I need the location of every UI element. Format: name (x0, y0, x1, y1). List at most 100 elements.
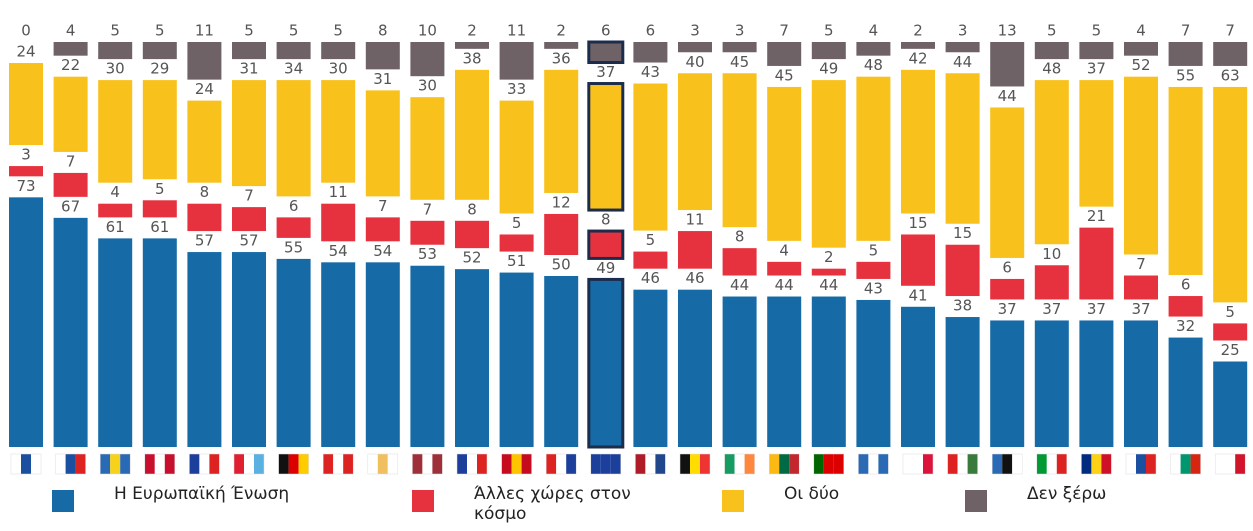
value-label: 34 (284, 60, 303, 78)
bar-segment (678, 42, 712, 53)
bar-segment (187, 42, 222, 80)
bar-segment (945, 73, 980, 224)
flag (377, 454, 388, 474)
flag (878, 454, 889, 474)
flag (813, 454, 824, 474)
flag (1036, 454, 1047, 474)
flag-border (947, 453, 978, 475)
flag (967, 454, 978, 474)
value-label: 4 (1136, 22, 1146, 40)
value-label: 8 (200, 183, 210, 201)
flag-border (590, 453, 622, 475)
legend-label: Η Ευρωπαϊκή Ένωση (114, 484, 290, 504)
value-label: 61 (106, 218, 125, 236)
bar-segment (321, 203, 356, 242)
bar-segment (1034, 80, 1069, 245)
bar-segment (767, 86, 802, 241)
value-label: 43 (864, 279, 883, 297)
flag (724, 454, 735, 474)
flag (858, 454, 869, 474)
value-label: 7 (1181, 22, 1191, 40)
value-label: 57 (239, 232, 258, 250)
value-label: 4 (110, 183, 120, 201)
flag (288, 454, 299, 474)
value-label: 11 (195, 22, 214, 40)
value-label: 15 (953, 224, 972, 242)
value-label: 6 (289, 197, 299, 215)
bar-segment (232, 80, 266, 187)
value-label: 3 (690, 22, 700, 40)
bar-segment (1168, 42, 1203, 66)
flag (1056, 454, 1067, 474)
bar-segment (321, 80, 356, 183)
flag-border (635, 453, 666, 475)
bar-segment (232, 42, 266, 60)
bar-segment (410, 42, 445, 77)
flag (199, 454, 210, 474)
flag (1235, 454, 1246, 474)
flag (209, 454, 220, 474)
bar-segment (587, 229, 625, 260)
value-label: 10 (1042, 245, 1061, 263)
value-label: 46 (641, 269, 660, 287)
value-label: 44 (819, 276, 838, 294)
legend-label: Οι δύο (784, 484, 840, 504)
bar-segment (365, 262, 400, 447)
value-label: 36 (552, 49, 571, 67)
bar-segment (499, 272, 534, 447)
bar-segment (187, 252, 222, 447)
value-label: 3 (958, 22, 968, 40)
flag (556, 454, 567, 474)
bar-segment (587, 40, 625, 65)
flag (1190, 454, 1201, 474)
bar-segment (544, 69, 579, 193)
bar-segment (1079, 80, 1114, 207)
value-label: 5 (155, 180, 165, 198)
value-label: 57 (195, 232, 214, 250)
flag (655, 454, 666, 474)
bar-segment (722, 296, 757, 447)
flag (635, 454, 646, 474)
value-label: 13 (998, 22, 1017, 40)
flag (923, 454, 933, 474)
value-label: 11 (329, 183, 348, 201)
value-label: 12 (552, 193, 571, 211)
value-label: 5 (512, 214, 522, 232)
flag-border (233, 453, 265, 475)
bar-segment (856, 42, 891, 56)
flag (957, 454, 968, 474)
value-label: 33 (507, 80, 526, 98)
value-label: 8 (735, 228, 745, 246)
legend-swatch (412, 490, 434, 512)
flag (1180, 454, 1191, 474)
value-label: 2 (556, 22, 566, 40)
flag (432, 454, 443, 474)
value-label: 7 (1225, 22, 1235, 40)
flag (65, 454, 76, 474)
value-label: 54 (329, 242, 348, 260)
value-label: 42 (908, 49, 927, 67)
value-label: 8 (467, 200, 477, 218)
flag-border (902, 453, 934, 475)
legend-swatch (722, 490, 744, 512)
flag (298, 454, 309, 474)
value-label: 49 (819, 60, 838, 78)
value-label: 31 (373, 70, 392, 88)
flag-border (99, 453, 131, 475)
flag (690, 454, 700, 474)
value-label: 24 (16, 43, 35, 61)
value-label: 63 (1221, 66, 1240, 84)
value-label: 15 (908, 214, 927, 232)
value-label: 2 (913, 22, 923, 40)
flag (387, 454, 398, 474)
flag (412, 454, 423, 474)
value-label: 73 (16, 177, 35, 195)
value-label: 38 (462, 49, 481, 67)
value-label: 5 (824, 22, 834, 40)
flag-border (1125, 453, 1157, 475)
bar-segment (455, 269, 489, 447)
value-label: 7 (779, 22, 789, 40)
value-label: 48 (864, 56, 883, 74)
value-label: 6 (646, 22, 656, 40)
value-label: 7 (244, 187, 254, 205)
